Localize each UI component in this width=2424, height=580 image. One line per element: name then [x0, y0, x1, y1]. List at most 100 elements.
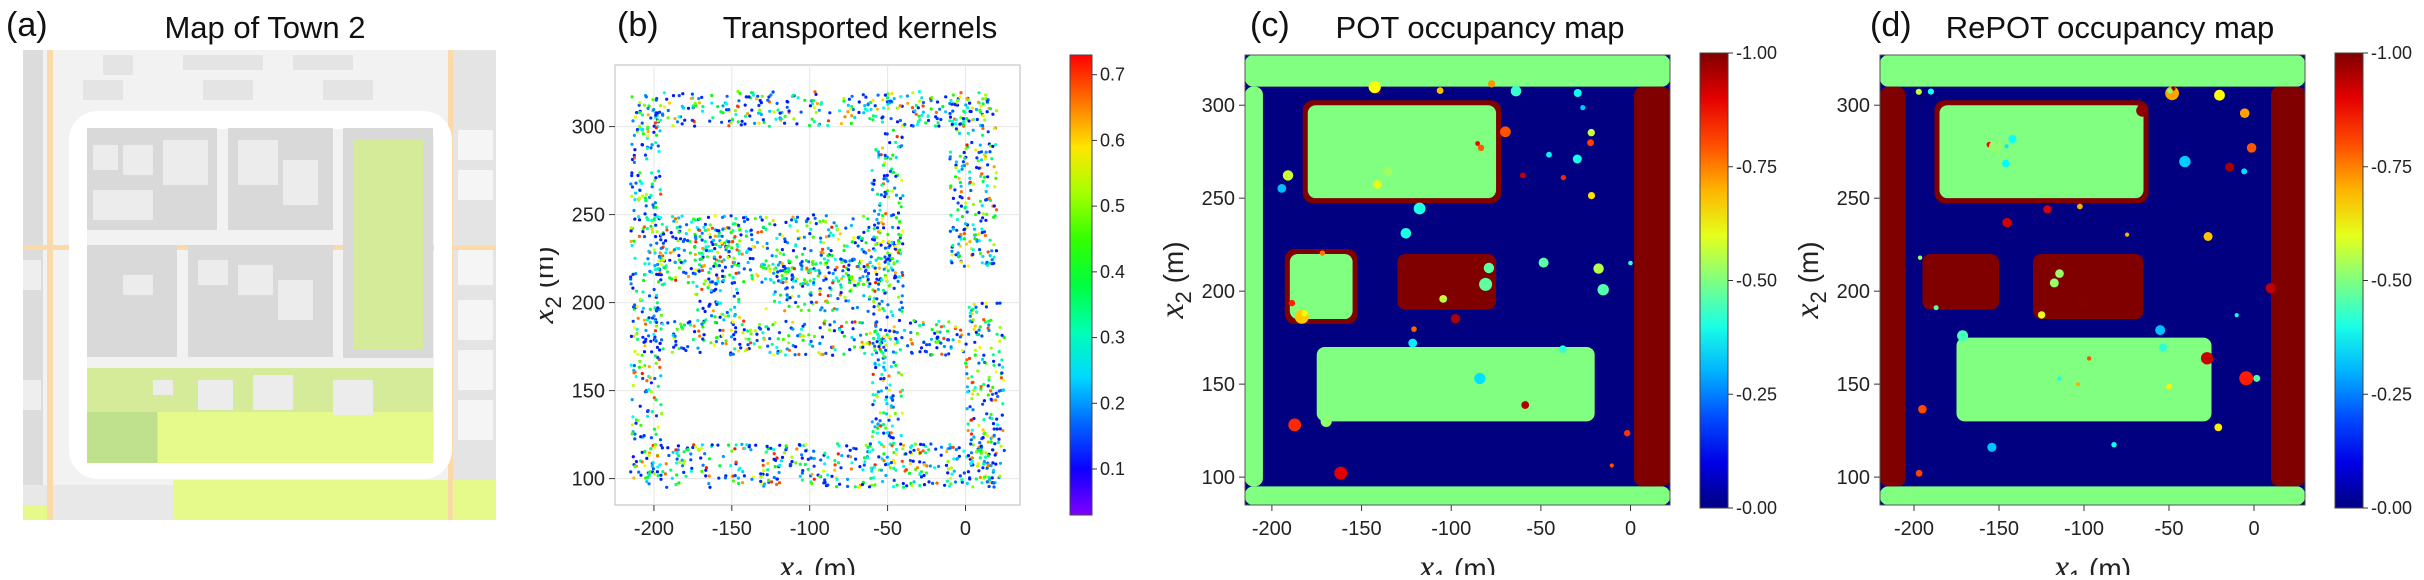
kernel-point: [950, 102, 954, 106]
kernel-point: [889, 404, 893, 408]
kernel-point: [879, 468, 883, 472]
kernel-point: [897, 295, 901, 299]
kernel-point: [886, 232, 890, 237]
kernel-point: [882, 309, 886, 313]
kernel-point: [886, 92, 890, 96]
kernel-point: [753, 217, 757, 221]
kernel-point: [891, 268, 895, 272]
kernel-point: [824, 277, 828, 281]
kernel-point: [805, 224, 809, 228]
kernel-point: [869, 476, 873, 480]
kernel-point: [979, 387, 983, 391]
kernel-point: [673, 334, 677, 338]
kernel-point: [871, 264, 875, 268]
kernel-point: [869, 466, 873, 470]
panel-d-label: (d): [1870, 6, 1912, 44]
kernel-point: [807, 260, 811, 264]
kernel-point: [888, 157, 893, 161]
colorbar-tick-label: -0.50: [2371, 271, 2412, 291]
kernel-point: [839, 122, 843, 126]
kernel-point: [653, 201, 657, 205]
kernel-point: [809, 291, 813, 295]
kernel-point: [975, 239, 979, 243]
kernel-point: [964, 361, 968, 365]
kernel-point: [998, 339, 1002, 343]
occupancy-blob: [1988, 140, 2003, 154]
x-tick-label: -100: [1431, 518, 1471, 540]
kernel-point: [963, 206, 967, 210]
kernel-point: [717, 244, 721, 248]
kernel-point: [780, 274, 784, 278]
kernel-point: [882, 354, 886, 359]
map-building: [458, 250, 493, 285]
kernel-point: [808, 271, 812, 275]
kernel-point: [803, 247, 807, 251]
kernel-point: [887, 418, 891, 422]
kernel-point: [715, 273, 719, 277]
kernel-point: [962, 123, 966, 127]
map-building: [458, 350, 493, 390]
kernel-point: [642, 318, 646, 322]
kernel-point: [968, 170, 972, 174]
kernel-point: [875, 107, 879, 111]
kernel-point: [990, 157, 994, 161]
kernel-point: [881, 214, 885, 218]
kernel-point: [806, 457, 810, 461]
kernel-point: [809, 300, 814, 304]
colorbar-tick-label: -0.25: [2371, 384, 2412, 404]
kernel-point: [665, 270, 669, 274]
kernel-point: [674, 339, 678, 343]
kernel-point: [649, 447, 653, 451]
map-park-top: [353, 140, 423, 350]
kernel-point: [946, 459, 950, 464]
kernel-point: [864, 332, 869, 336]
kernel-point: [813, 216, 817, 220]
occupancy-blob: [2265, 283, 2276, 294]
kernel-point: [995, 109, 999, 113]
kernel-point: [959, 116, 963, 120]
kernel-point: [817, 108, 821, 112]
kernel-point: [878, 342, 882, 346]
y-axis-label: x2 (m): [1160, 241, 1196, 319]
kernel-point: [882, 445, 886, 449]
colorbar-tick-label: -1.00: [2371, 45, 2412, 63]
kernel-point: [652, 248, 656, 252]
kernel-point: [695, 292, 699, 296]
kernel-point: [971, 118, 975, 122]
kernel-point: [849, 467, 853, 471]
kernel-point: [721, 278, 726, 282]
map-building: [123, 145, 153, 175]
kernel-point: [930, 327, 934, 332]
kernel-point: [947, 320, 951, 324]
kernel-point: [644, 322, 648, 326]
kernel-point: [875, 340, 879, 344]
kernel-point: [744, 95, 748, 99]
kernel-point: [887, 240, 891, 244]
kernel-point: [657, 259, 661, 263]
kernel-point: [998, 325, 1002, 329]
kernel-point: [783, 114, 787, 118]
kernel-point: [827, 234, 831, 238]
kernel-point: [987, 375, 991, 379]
kernel-point: [631, 119, 635, 123]
kernel-point: [954, 160, 958, 164]
occupancy-blob: [1282, 170, 1294, 181]
kernel-point: [891, 350, 895, 354]
kernel-point: [865, 456, 870, 460]
kernel-point: [824, 261, 829, 265]
kernel-point: [633, 115, 637, 119]
kernel-point: [735, 242, 739, 247]
kernel-point: [641, 365, 645, 369]
x-tick-label: -200: [1252, 518, 1292, 540]
kernel-point: [991, 392, 995, 396]
kernel-point: [972, 416, 976, 421]
kernel-point: [917, 114, 921, 118]
chart-pot-occupancy: -200-150-100-500100150200250300x1 (m)x2 …: [1160, 45, 1777, 575]
kernel-point: [981, 216, 985, 220]
kernel-point: [861, 468, 865, 472]
kernel-point: [954, 163, 958, 167]
kernel-point: [656, 215, 660, 219]
kernel-point: [809, 227, 813, 231]
kernel-point: [873, 344, 877, 348]
kernel-point: [693, 218, 697, 222]
